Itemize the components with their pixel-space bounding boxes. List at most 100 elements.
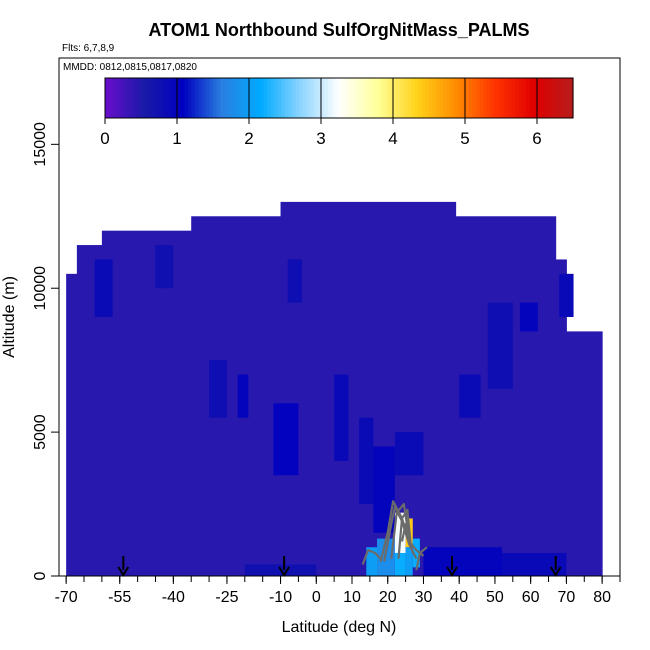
- colorbar-swatch: [371, 78, 376, 118]
- colorbar-swatch: [241, 78, 246, 118]
- colorbar-tick-label: 5: [460, 129, 469, 148]
- colorbar-tick-label: 1: [172, 129, 181, 148]
- colorbar-swatch: [227, 78, 232, 118]
- colorbar-swatch: [126, 78, 131, 118]
- y-tick-label: 5000: [32, 414, 49, 450]
- colorbar-tick-label: 0: [100, 129, 109, 148]
- colorbar-swatch: [544, 78, 549, 118]
- envelope-column: [191, 216, 282, 576]
- colorbar-swatch: [130, 78, 135, 118]
- heatmap-patch: [155, 245, 174, 289]
- colorbar-swatch: [378, 78, 383, 118]
- contour-line: [397, 508, 413, 559]
- envelope-column: [555, 259, 567, 576]
- colorbar-swatch: [263, 78, 268, 118]
- colorbar-swatch: [306, 78, 311, 118]
- colorbar-swatch: [364, 78, 369, 118]
- colorbar-swatch: [310, 78, 315, 118]
- heatmap-patch: [394, 432, 424, 476]
- colorbar-swatch: [115, 78, 120, 118]
- heatmap-patch: [366, 547, 378, 576]
- colorbar-swatch: [259, 78, 264, 118]
- colorbar-swatch: [414, 78, 419, 118]
- colorbar-swatch: [231, 78, 236, 118]
- colorbar-swatch: [526, 78, 531, 118]
- colorbar-swatch: [367, 78, 372, 118]
- colorbar-swatch: [447, 78, 452, 118]
- heatmap-patch: [237, 374, 249, 418]
- colorbar-swatch: [393, 78, 398, 118]
- x-axis: -70 -55 -40 -25 -10 0 10 20 30 40 50 60 70 80: [55, 575, 621, 606]
- heatmap-patch: [423, 547, 503, 576]
- colorbar-swatch: [220, 78, 225, 118]
- colorbar-swatch: [191, 78, 196, 118]
- colorbar-swatch: [202, 78, 207, 118]
- heatmap-patch: [459, 374, 481, 418]
- colorbar-swatch: [558, 78, 563, 118]
- contour-line: [400, 523, 411, 542]
- colorbar-swatch: [288, 78, 293, 118]
- colorbar-swatch: [339, 78, 344, 118]
- colorbar-swatch: [267, 78, 272, 118]
- colorbar-swatch: [277, 78, 282, 118]
- colorbar-swatch: [151, 78, 156, 118]
- colorbar-swatch: [346, 78, 351, 118]
- heatmap-patch: [359, 417, 374, 505]
- colorbar-swatch: [382, 78, 387, 118]
- heatmap-patch: [373, 446, 395, 533]
- colorbar-swatch: [335, 78, 340, 118]
- x-tick-label: -40: [162, 589, 185, 606]
- colorbar-tick-label: 2: [244, 129, 253, 148]
- colorbar-swatch: [533, 78, 538, 118]
- colorbar-swatch: [565, 78, 570, 118]
- colorbar-tick-label: 4: [388, 129, 397, 148]
- heatmap-patch: [405, 547, 413, 576]
- y-axis-label: Altitude (m): [1, 276, 18, 358]
- colorbar-swatch: [436, 78, 441, 118]
- colorbar-swatch: [385, 78, 390, 118]
- y-tick-label: 10000: [32, 266, 49, 311]
- colorbar-swatch: [375, 78, 380, 118]
- colorbar-swatch: [407, 78, 412, 118]
- colorbar-swatch: [429, 78, 434, 118]
- x-tick-label: 80: [593, 589, 611, 606]
- heatmap-patch: [502, 552, 567, 576]
- colorbar-swatch: [450, 78, 455, 118]
- heatmap-patch: [94, 259, 113, 317]
- y-tick-label: 15000: [32, 122, 49, 167]
- colorbar-swatch: [519, 78, 524, 118]
- colorbar-swatch: [119, 78, 124, 118]
- colorbar-swatch: [324, 78, 329, 118]
- colorbar-swatch: [425, 78, 430, 118]
- colorbar-swatch: [411, 78, 416, 118]
- colorbar-swatch: [137, 78, 142, 118]
- colorbar-swatch: [321, 78, 326, 118]
- colorbar-tick-label: 3: [316, 129, 325, 148]
- x-tick-label: 50: [486, 589, 504, 606]
- colorbar-swatch: [551, 78, 556, 118]
- y-axis: 0 5000 10000 15000: [32, 122, 60, 580]
- profile-arrow-head: [278, 566, 290, 577]
- colorbar-swatch: [472, 78, 477, 118]
- colorbar-swatch: [328, 78, 333, 118]
- colorbar-swatch: [303, 78, 308, 118]
- contour-line: [361, 549, 382, 565]
- colorbar-swatch: [317, 78, 322, 118]
- colorbar-swatch: [357, 78, 362, 118]
- colorbar-swatch: [195, 78, 200, 118]
- colorbar: 0 1 2 3 4 5 6: [100, 77, 574, 148]
- colorbar-swatch: [162, 78, 167, 118]
- colorbar-swatch: [155, 78, 160, 118]
- colorbar-swatch: [432, 78, 437, 118]
- colorbar-swatch: [465, 78, 470, 118]
- colorbar-swatch: [353, 78, 358, 118]
- x-tick-label: -55: [108, 589, 131, 606]
- colorbar-swatch: [141, 78, 146, 118]
- x-tick-label: 20: [379, 589, 397, 606]
- colorbar-swatch: [483, 78, 488, 118]
- colorbar-swatch: [569, 78, 574, 118]
- heatmap-patch: [273, 403, 299, 476]
- x-tick-label: -70: [55, 589, 78, 606]
- flights-label: Flts: 6,7,8,9: [62, 43, 115, 54]
